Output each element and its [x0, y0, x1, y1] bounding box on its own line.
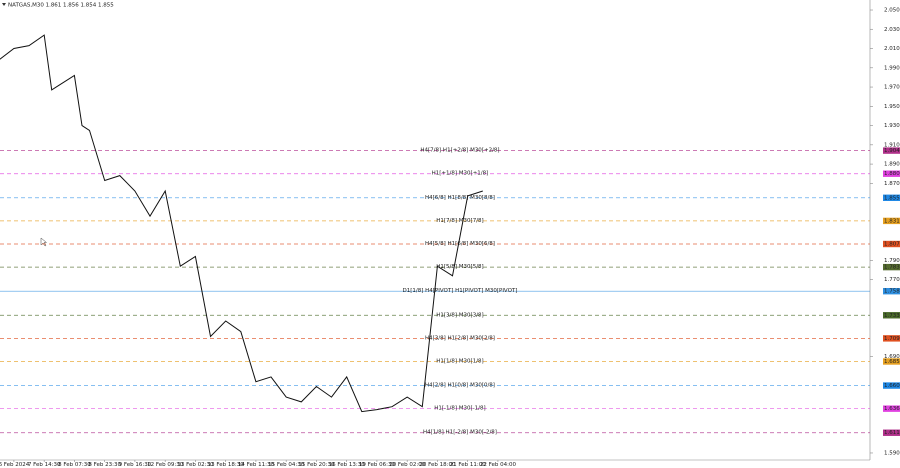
price-tag-label: 1.831 — [884, 218, 900, 224]
level-label: H4[5/8] H1[6/8] M30[6/8] — [425, 241, 495, 247]
x-tick-label: 6 Feb 2024 — [0, 462, 30, 468]
y-tick-label: 1.590 — [884, 450, 900, 456]
x-tick-label: 19 Feb 06:30 — [359, 462, 396, 468]
x-tick-label: 15 Feb 20:30 — [298, 462, 335, 468]
chart-title: NATGAS,M30 1.861 1.856 1.854 1.855 — [8, 3, 114, 9]
x-tick-label: 22 Feb 04:00 — [480, 462, 517, 468]
level-label: H1[-1/8] M30[-1/8] — [434, 406, 485, 412]
price-tag-label: 1.636 — [884, 406, 900, 412]
x-tick-label: 20 Feb 18:00 — [419, 462, 456, 468]
price-tag — [883, 287, 900, 295]
price-tag-label: 1.758 — [884, 289, 900, 295]
price-tag — [883, 405, 900, 412]
price-tag — [883, 335, 900, 342]
price-tag — [883, 263, 900, 271]
x-tick-label: 20 Feb 02:00 — [389, 462, 426, 468]
price-tag-label: 1.685 — [884, 359, 900, 365]
y-tick-label: 1.990 — [884, 65, 900, 71]
y-tick-label: 1.890 — [884, 162, 900, 168]
y-tick-label: 1.970 — [884, 85, 900, 91]
y-tick-label: 2.050 — [884, 8, 900, 14]
x-tick-label: 8 Feb 07:30 — [58, 462, 91, 468]
price-line — [0, 34, 483, 413]
x-tick-label: 12 Feb 09:30 — [147, 462, 184, 468]
y-tick-label: 1.790 — [884, 258, 900, 264]
level-label: H4[2/8] H1[0/8] M30[0/8] — [425, 383, 495, 389]
price-tag-label: 1.904 — [884, 148, 900, 154]
x-tick-label: 14 Feb 11:30 — [238, 462, 275, 468]
level-label: H1[+1/8] M30[+1/8] — [432, 171, 489, 177]
level-label: H1[5/8] M30[5/8] — [436, 264, 483, 270]
price-tag — [883, 429, 900, 436]
level-label: H1[1/8] M30[1/8] — [436, 358, 483, 364]
level-label: H1[3/8] M30[3/8] — [436, 312, 483, 318]
price-tag-label: 1.733 — [884, 313, 900, 319]
price-tag — [883, 217, 900, 225]
level-label: H4[1/8] H1[-2/8] M30[-2/8] — [423, 430, 497, 436]
x-tick-label: 15 Feb 04:30 — [268, 462, 305, 468]
price-tag — [883, 170, 900, 177]
price-tag — [883, 312, 900, 319]
price-tag-label: 1.611 — [884, 430, 900, 436]
price-tag — [883, 240, 900, 248]
level-label: H4[7/8] H1[+2/8] M30[+2/8] — [420, 148, 499, 154]
price-tag-label: 1.807 — [884, 242, 900, 248]
y-tick-label: 1.690 — [884, 354, 900, 360]
y-tick-label: 1.870 — [884, 181, 900, 187]
price-tag-label: 1.783 — [884, 265, 900, 271]
price-tag-label: 1.709 — [884, 336, 900, 342]
x-tick-label: 13 Feb 02:30 — [177, 462, 214, 468]
y-tick-label: 1.950 — [884, 104, 900, 110]
menu-arrow[interactable] — [2, 3, 6, 6]
x-tick-label: 9 Feb 16:30 — [119, 462, 152, 468]
x-tick-label: 8 Feb 23:30 — [88, 462, 121, 468]
price-tag-label: 1.660 — [884, 383, 900, 389]
y-tick-label: 1.770 — [884, 277, 900, 283]
cursor — [40, 237, 48, 247]
x-tick-label: 7 Feb 14:30 — [28, 462, 61, 468]
x-tick-label: 21 Feb 11:00 — [450, 462, 487, 468]
y-tick-label: 2.030 — [884, 27, 900, 33]
level-label: H4[3/8] H1[2/8] M30[2/8] — [425, 335, 495, 341]
price-tag — [883, 358, 900, 365]
price-tag-label: 1.855 — [884, 195, 900, 201]
price-tag — [883, 382, 900, 389]
y-tick-label: 2.010 — [884, 46, 900, 52]
x-tick-label: 13 Feb 18:30 — [208, 462, 245, 468]
price-tag — [883, 147, 900, 154]
x-tick-label: 16 Feb 13:30 — [329, 462, 366, 468]
level-label: D1[1/8] H4[PIVOT] H1[PIVOT] M30[PIVOT] — [403, 288, 518, 294]
level-label: H1[7/8] M30[7/8] — [436, 218, 483, 224]
y-tick-label: 1.910 — [884, 142, 900, 148]
price-tag-label: 1.880 — [884, 171, 900, 177]
price-tag — [883, 194, 900, 201]
level-label: H4[6/8] H1[8/8] M30[8/8] — [425, 195, 495, 201]
y-tick-label: 1.930 — [884, 123, 900, 129]
